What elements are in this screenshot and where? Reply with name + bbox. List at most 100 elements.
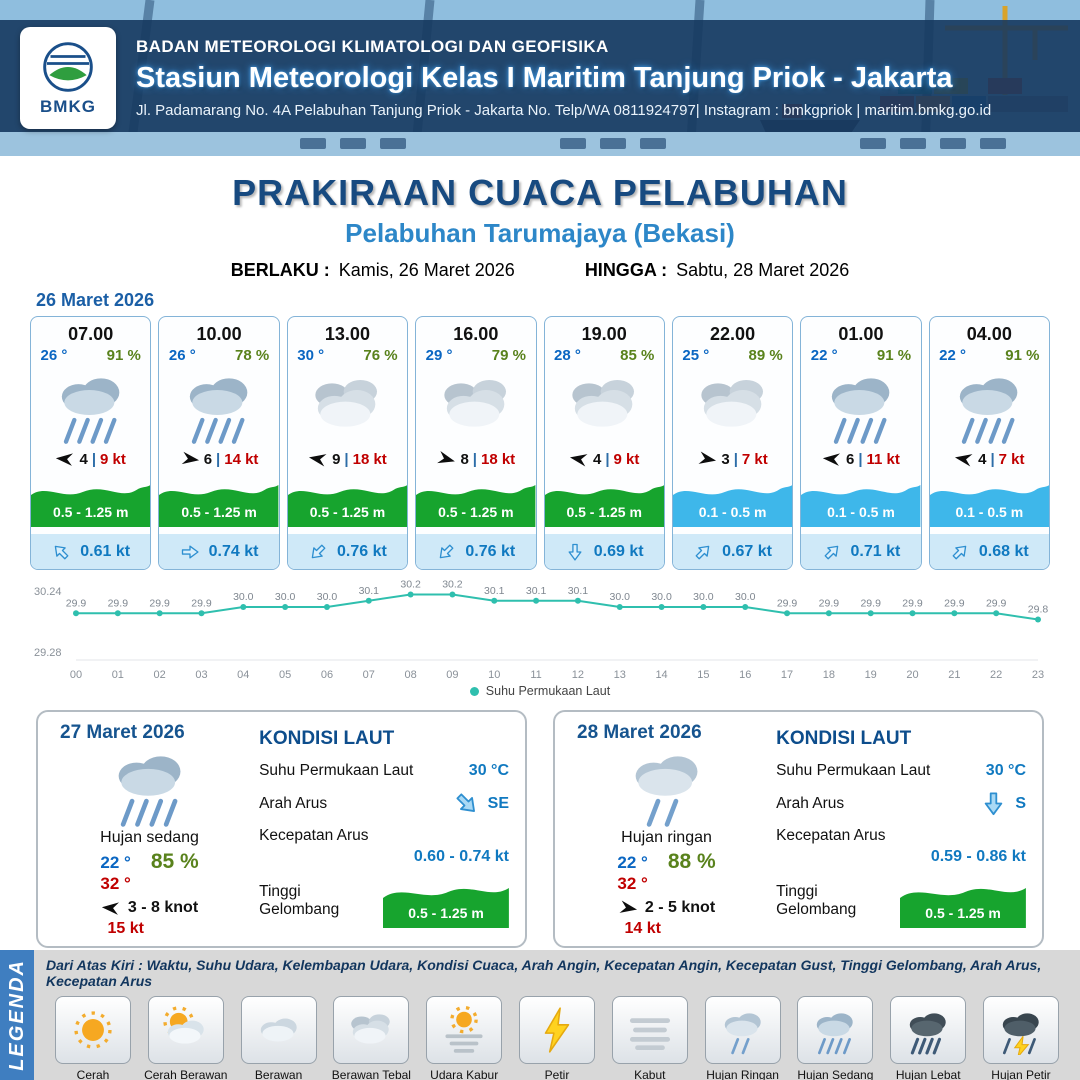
gust-speed: 14 kt [224, 450, 259, 468]
sea-conditions-column: KONDISI LAUT Suhu Permukaan Laut 30 °C A… [245, 722, 509, 936]
wave-height-box: 0.5 - 1.25 m [31, 475, 151, 527]
sea-conditions-heading: KONDISI LAUT [776, 728, 912, 749]
wave-height: 0.1 - 0.5 m [827, 504, 895, 520]
gust-speed: 14 kt [624, 920, 661, 937]
wave-height: 0.5 - 1.25 m [309, 504, 386, 520]
wave-label: Tinggi Gelombang [259, 883, 340, 918]
svg-text:13: 13 [614, 669, 626, 681]
sea-conditions-heading: KONDISI LAUT [259, 728, 395, 749]
wind-row: 4 | 9 kt [55, 446, 126, 472]
svg-text:30.0: 30.0 [610, 591, 631, 603]
current-direction-icon [304, 537, 332, 565]
port-name: Pelabuhan Tarumajaya (Bekasi) [345, 218, 735, 248]
wave-row: Tinggi Gelombang 0.5 - 1.25 m [776, 874, 1026, 928]
wind-separator: | [344, 450, 349, 468]
wind-row: 4 | 7 kt [953, 446, 1025, 472]
svg-text:29.9: 29.9 [66, 597, 87, 609]
current-speed-row: Kecepatan Arus 0.60 - 0.74 kt [259, 827, 509, 866]
current-row: 0.69 kt [544, 534, 664, 569]
current-direction-icon [946, 537, 974, 565]
wind-row: 9 | 18 kt [308, 446, 387, 472]
wave-height-box: 0.5 - 1.25 m [287, 475, 408, 527]
wave-height-box: 0.5 - 1.25 m [900, 874, 1026, 928]
forecast-time: 07.00 [68, 324, 114, 344]
humidity: 85 % [150, 850, 199, 873]
svg-text:30.0: 30.0 [735, 591, 756, 603]
svg-text:30.1: 30.1 [484, 585, 505, 597]
legend-icon [518, 996, 595, 1064]
weather-icon [107, 742, 193, 833]
svg-text:29.9: 29.9 [860, 597, 881, 609]
bmkg-logo-icon [43, 42, 93, 92]
chart-legend-label: Suhu Permukaan Laut [485, 684, 611, 698]
legend-items: Cerah Cerah Berawan Berawan Berawan Teba… [46, 996, 1068, 1080]
panel-weather-column: 27 Maret 2026 Hujan sedang 22 ° 85 % 32 … [54, 722, 245, 937]
temp-humidity-row: 26 ° 78 % [169, 347, 269, 364]
sst-row: Suhu Permukaan Laut 30 °C [259, 762, 509, 780]
min-temperature: 22 ° [617, 853, 648, 872]
weather-icon [693, 364, 773, 446]
temp-humidity-row: 25 ° 89 % [682, 347, 782, 364]
current-direction-icon [180, 542, 200, 562]
wind-row: 2 - 5 knot [618, 898, 715, 918]
humidity: 85 % [620, 347, 655, 364]
current-direction-icon [817, 537, 845, 565]
svg-text:29.9: 29.9 [149, 597, 170, 609]
legend-item: Cerah [48, 996, 138, 1080]
forecast-time: 22.00 [710, 324, 756, 344]
header: BMKG BADAN METEOROLOGI KLIMATOLOGI DAN G… [0, 0, 1080, 156]
svg-text:29.9: 29.9 [191, 597, 212, 609]
current-speed: 0.71 kt [850, 542, 901, 560]
wind-speed: 6 [845, 450, 855, 468]
forecast-cards-row: 07.00 26 ° 91 % 4 | 9 kt 0.5 - 1.25 m 0.… [0, 316, 1080, 570]
humidity: 89 % [748, 347, 783, 364]
temps-grid: 22 ° 85 % 32 ° [100, 850, 198, 894]
wind-direction-icon [953, 447, 976, 470]
wave-height-box: 0.1 - 0.5 m [801, 475, 921, 527]
current-speed: 0.69 kt [593, 542, 644, 560]
wind-separator: | [858, 450, 863, 468]
current-direction-icon [447, 784, 485, 822]
wind-separator: | [605, 450, 610, 468]
svg-text:07: 07 [363, 669, 375, 681]
panel-weather-column: 28 Maret 2026 Hujan ringan 22 ° 88 % 32 … [571, 722, 762, 937]
wind-speed: 6 [203, 450, 213, 468]
svg-text:30.24: 30.24 [34, 586, 62, 598]
svg-text:06: 06 [321, 669, 333, 681]
wave-height: 0.5 - 1.25 m [566, 504, 642, 520]
sst-value: 30 °C [468, 762, 509, 779]
bmkg-logo-label: BMKG [40, 97, 96, 116]
svg-text:29.9: 29.9 [819, 597, 840, 609]
weather-condition: Hujan sedang [100, 829, 199, 846]
current-speed: 0.74 kt [208, 542, 259, 560]
forecast-time: 01.00 [838, 324, 884, 344]
wave-height-box: 0.1 - 0.5 m [929, 475, 1049, 527]
current-direction-label: Arah Arus [776, 794, 845, 812]
current-direction-icon [565, 542, 585, 562]
bmkg-logo: BMKG [20, 27, 116, 129]
legend-icon [982, 996, 1059, 1064]
current-row: 0.71 kt [801, 534, 921, 569]
current-row: 0.67 kt [672, 534, 793, 569]
wave-height-box: 0.5 - 1.25 m [159, 475, 279, 527]
panel-date: 28 Maret 2026 [577, 722, 702, 743]
legend-item: Petir [512, 996, 602, 1080]
current-direction-icon [47, 537, 75, 565]
temp-humidity-row: 22 ° 91 % [811, 347, 911, 364]
min-temperature: 22 ° [100, 853, 131, 872]
hingga-label: HINGGA : [584, 260, 668, 280]
legend-label: Hujan Lebat [895, 1068, 961, 1080]
wind-row: 6 | 11 kt [822, 446, 900, 472]
weather-icon [564, 364, 644, 446]
forecast-time: 19.00 [581, 324, 627, 344]
legend-icon [704, 996, 781, 1064]
current-speed-value: 0.59 - 0.86 kt [930, 848, 1026, 865]
svg-text:30.0: 30.0 [693, 591, 714, 603]
svg-text:10: 10 [488, 669, 500, 681]
air-temperature: 22 ° [810, 347, 838, 364]
svg-text:30.1: 30.1 [359, 585, 380, 597]
forecast-card: 22.00 25 ° 89 % 3 | 7 kt 0.1 - 0.5 m 0.6… [671, 316, 794, 570]
svg-text:12: 12 [572, 669, 584, 681]
legend-label: Cerah Berawan [144, 1068, 228, 1080]
legend-icon [797, 996, 874, 1064]
